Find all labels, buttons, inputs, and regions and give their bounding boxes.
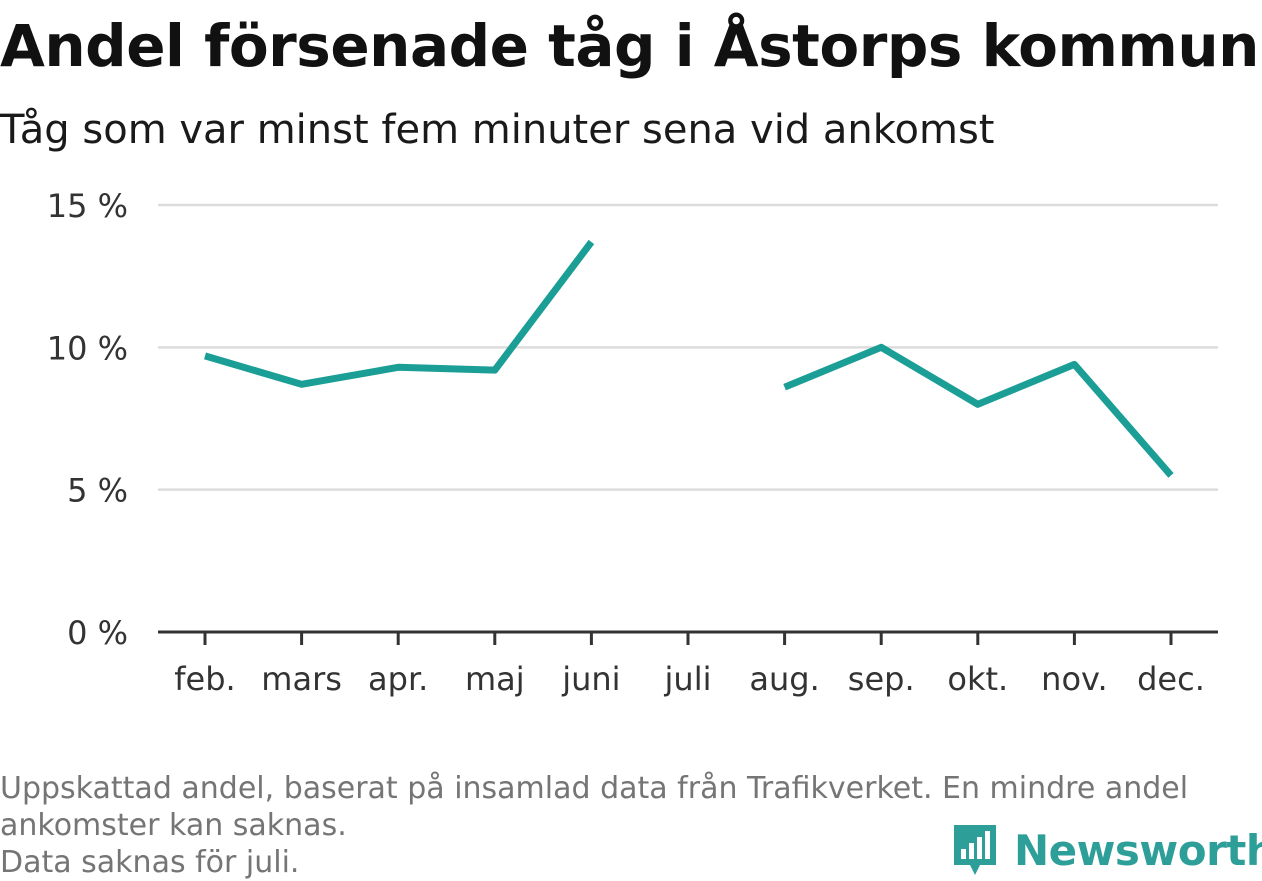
- series-line: [783, 343, 1174, 478]
- newsworthy-logo: Newsworthy: [950, 820, 1262, 880]
- series-line: [204, 239, 595, 388]
- x-tick-label: mars: [261, 660, 342, 698]
- x-tick-label: dec.: [1137, 660, 1205, 698]
- footnote: Uppskattad andel, baserat på insamlad da…: [0, 770, 1250, 881]
- x-tick-label: nov.: [1041, 660, 1107, 698]
- x-tick-label: sep.: [848, 660, 915, 698]
- y-tick-label: 0 %: [67, 614, 128, 652]
- y-tick-label: 15 %: [47, 187, 128, 225]
- logo-text: Newsworthy: [1014, 825, 1262, 875]
- chart-subtitle: Tåg som var minst fem minuter sena vid a…: [0, 107, 995, 153]
- gridlines: [158, 203, 1218, 634]
- x-tick-label: juni: [561, 660, 620, 698]
- x-tick-label: feb.: [174, 660, 235, 698]
- x-axis-ticks: feb. mars apr. maj juni juli aug. sep. okt. nov. d…: [174, 632, 1205, 698]
- y-tick-label: 10 %: [47, 329, 128, 367]
- footnote-line: ankomster kan saknas.: [0, 808, 347, 843]
- x-tick-label: apr.: [368, 660, 428, 698]
- footnote-line: Uppskattad andel, baserat på insamlad da…: [0, 771, 1189, 806]
- bar-chart-speech-bubble-icon: [954, 825, 996, 875]
- footnote-line: Data saknas för juli.: [0, 845, 300, 880]
- x-tick-label: aug.: [749, 660, 819, 698]
- chart-title: Andel försenade tåg i Åstorps kommun: [0, 12, 1259, 80]
- y-tick-label: 5 %: [67, 472, 128, 510]
- x-tick-label: okt.: [947, 660, 1008, 698]
- y-axis-ticks: 0 % 5 % 10 % 15 %: [47, 187, 128, 652]
- x-tick-label: juli: [664, 660, 712, 698]
- series-lines: [204, 239, 1174, 478]
- x-tick-label: maj: [465, 660, 525, 698]
